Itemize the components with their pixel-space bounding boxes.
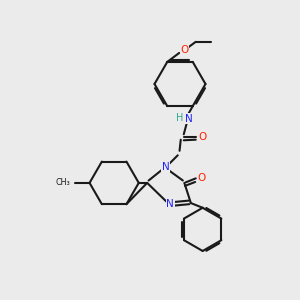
Text: H: H [176,113,184,123]
Text: N: N [162,162,169,172]
Text: CH₃: CH₃ [56,178,71,188]
Text: O: O [180,45,188,55]
Text: N: N [167,199,174,209]
Text: O: O [198,173,206,183]
Text: N: N [185,114,193,124]
Text: O: O [198,132,206,142]
